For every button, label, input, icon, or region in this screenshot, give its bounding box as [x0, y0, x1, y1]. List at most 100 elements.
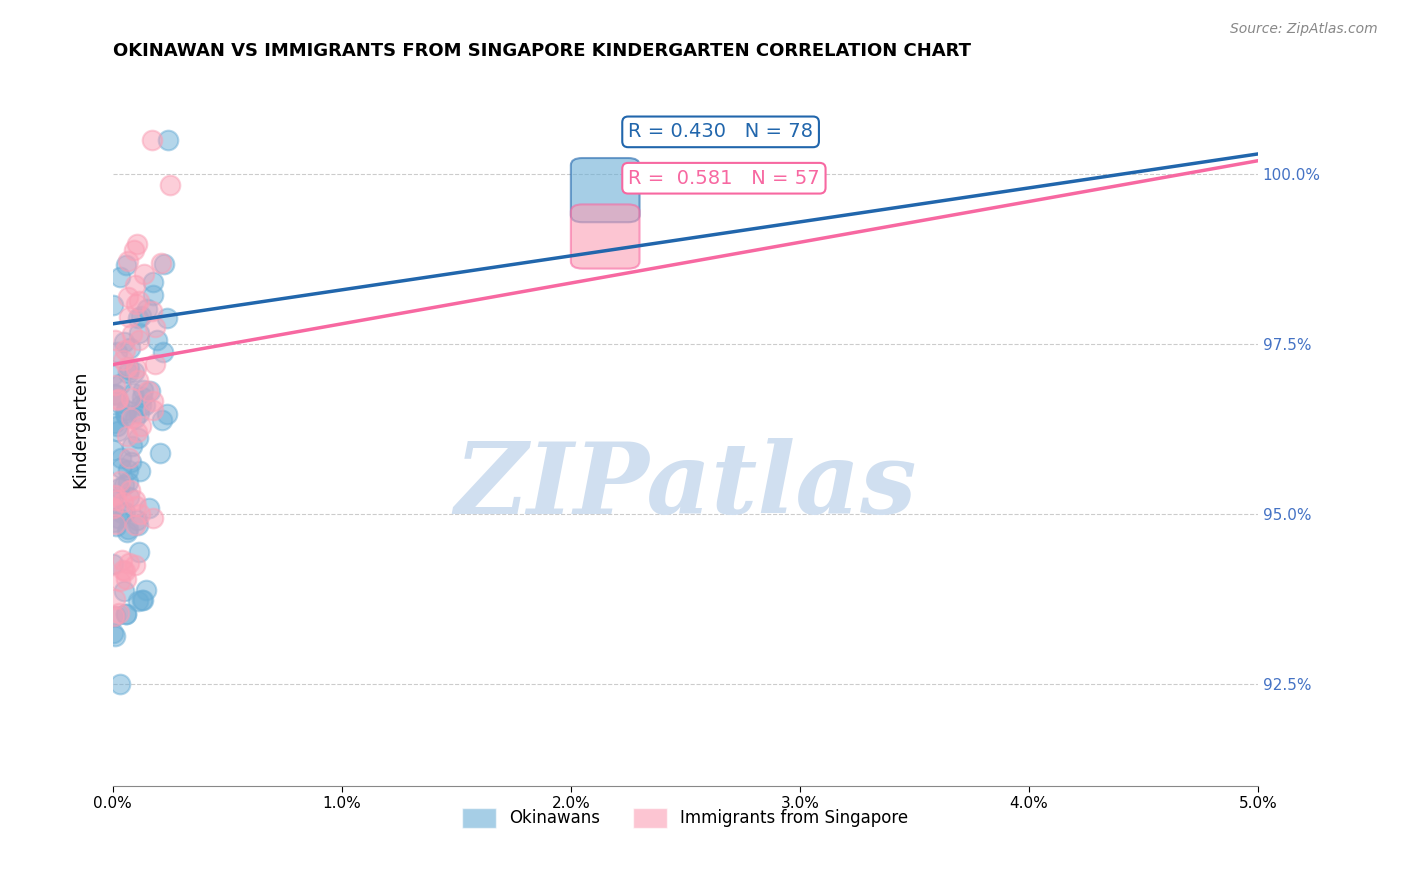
Okinawans	[135, 302, 157, 317]
Immigrants from Singapore	[120, 483, 142, 497]
Okinawans	[110, 450, 132, 465]
Immigrants from Singapore	[117, 290, 139, 304]
Okinawans	[105, 345, 128, 359]
Okinawans	[142, 288, 165, 302]
Immigrants from Singapore	[117, 428, 139, 442]
Okinawans	[129, 309, 152, 323]
Immigrants from Singapore	[104, 377, 127, 392]
Immigrants from Singapore	[124, 517, 146, 532]
Immigrants from Singapore	[115, 360, 138, 375]
Immigrants from Singapore	[103, 609, 125, 624]
Immigrants from Singapore	[127, 373, 149, 387]
Okinawans	[138, 384, 160, 399]
FancyBboxPatch shape	[571, 204, 640, 268]
Text: OKINAWAN VS IMMIGRANTS FROM SINGAPORE KINDERGARTEN CORRELATION CHART: OKINAWAN VS IMMIGRANTS FROM SINGAPORE KI…	[112, 42, 972, 60]
Immigrants from Singapore	[124, 243, 146, 257]
Okinawans	[125, 513, 148, 527]
Okinawans	[114, 258, 136, 272]
Okinawans	[128, 326, 150, 341]
Okinawans	[115, 607, 138, 621]
Okinawans	[142, 275, 165, 289]
Immigrants from Singapore	[129, 507, 152, 521]
Okinawans	[118, 490, 141, 504]
Immigrants from Singapore	[118, 556, 141, 570]
Okinawans	[124, 411, 146, 425]
Immigrants from Singapore	[107, 392, 129, 406]
Okinawans	[127, 593, 149, 607]
Okinawans	[103, 298, 125, 312]
Immigrants from Singapore	[112, 352, 135, 367]
Okinawans	[107, 481, 129, 495]
Y-axis label: Kindergarten: Kindergarten	[72, 370, 89, 488]
Immigrants from Singapore	[128, 293, 150, 308]
Immigrants from Singapore	[121, 327, 143, 342]
Immigrants from Singapore	[104, 591, 127, 606]
Okinawans	[107, 425, 129, 439]
Immigrants from Singapore	[124, 278, 146, 293]
Immigrants from Singapore	[143, 357, 166, 371]
Okinawans	[103, 417, 125, 431]
Okinawans	[107, 396, 129, 410]
Okinawans	[117, 522, 139, 536]
Okinawans	[156, 408, 179, 422]
Immigrants from Singapore	[111, 494, 134, 508]
Okinawans	[101, 625, 124, 640]
Okinawans	[128, 406, 150, 420]
Okinawans	[107, 511, 129, 525]
Okinawans	[110, 506, 132, 520]
Okinawans	[132, 383, 155, 397]
Okinawans	[149, 446, 172, 460]
Okinawans	[103, 386, 125, 401]
Okinawans	[115, 524, 138, 539]
Okinawans	[152, 345, 174, 359]
Okinawans	[103, 443, 125, 458]
Okinawans	[127, 518, 149, 533]
Okinawans	[108, 377, 131, 392]
Immigrants from Singapore	[118, 451, 141, 466]
Immigrants from Singapore	[124, 558, 146, 572]
Immigrants from Singapore	[111, 553, 134, 567]
Okinawans	[122, 365, 145, 379]
Okinawans	[120, 341, 142, 355]
Immigrants from Singapore	[125, 361, 148, 376]
Okinawans	[152, 257, 174, 271]
Okinawans	[135, 582, 157, 597]
Immigrants from Singapore	[104, 333, 127, 347]
Okinawans	[114, 607, 136, 622]
FancyBboxPatch shape	[571, 158, 640, 222]
Immigrants from Singapore	[136, 384, 159, 398]
Okinawans	[120, 455, 142, 469]
Immigrants from Singapore	[120, 411, 142, 425]
Text: R = 0.430   N = 78: R = 0.430 N = 78	[628, 122, 813, 141]
Immigrants from Singapore	[142, 511, 165, 525]
Immigrants from Singapore	[111, 563, 134, 577]
Okinawans	[127, 311, 149, 326]
Immigrants from Singapore	[101, 500, 124, 515]
Immigrants from Singapore	[134, 267, 156, 281]
Immigrants from Singapore	[127, 425, 149, 439]
Immigrants from Singapore	[142, 403, 165, 417]
Immigrants from Singapore	[128, 333, 150, 347]
Okinawans	[127, 431, 149, 445]
Okinawans	[104, 608, 127, 623]
Okinawans	[156, 133, 179, 147]
Immigrants from Singapore	[141, 303, 163, 318]
Okinawans	[117, 463, 139, 477]
Okinawans	[103, 515, 125, 529]
Immigrants from Singapore	[114, 572, 136, 586]
Okinawans	[105, 388, 128, 402]
Okinawans	[121, 439, 143, 453]
Immigrants from Singapore	[117, 254, 139, 268]
Okinawans	[112, 584, 135, 599]
Immigrants from Singapore	[104, 517, 127, 532]
Okinawans	[115, 403, 138, 417]
Immigrants from Singapore	[104, 487, 127, 501]
Okinawans	[114, 406, 136, 420]
Immigrants from Singapore	[108, 607, 131, 621]
Okinawans	[150, 412, 173, 426]
Okinawans	[101, 558, 124, 572]
Text: R =  0.581   N = 57: R = 0.581 N = 57	[628, 169, 820, 187]
Okinawans	[112, 478, 135, 492]
Immigrants from Singapore	[142, 393, 165, 408]
Immigrants from Singapore	[110, 574, 132, 588]
